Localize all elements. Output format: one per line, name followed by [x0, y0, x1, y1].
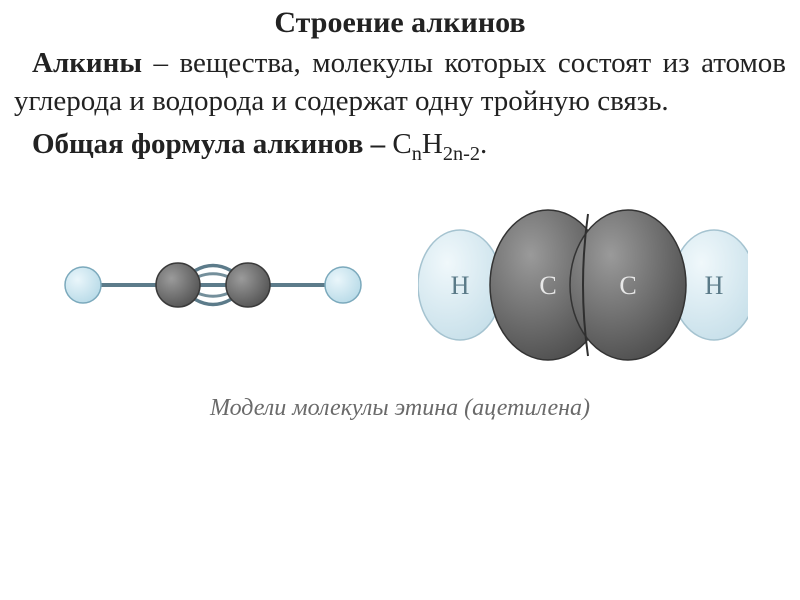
ball-stick-model [53, 210, 373, 360]
formula-paragraph: Общая формула алкинов – CnH2n-2. [0, 121, 800, 168]
svg-text:H: H [704, 271, 723, 300]
formula-c: C [392, 128, 411, 160]
formula-sub-n: n [412, 142, 422, 164]
formula-h: H [422, 128, 443, 160]
svg-text:C: C [539, 271, 556, 300]
svg-text:H: H [450, 271, 469, 300]
svg-text:C: C [619, 271, 636, 300]
space-filling-model: HCCH [418, 195, 748, 375]
diagram-caption: Модели молекулы этина (ацетилена) [0, 395, 800, 422]
formula-sub-2n2: 2n-2 [443, 142, 480, 164]
definition-paragraph: Алкины – вещества, молекулы которых сост… [0, 40, 800, 121]
page-title: Строение алкинов [0, 0, 800, 40]
formula-lead: Общая формула алкинов – [32, 128, 392, 160]
diagrams-row: HCCH [0, 195, 800, 375]
keyword-alkyny: Алкины [32, 47, 142, 79]
formula-end: . [480, 128, 487, 160]
